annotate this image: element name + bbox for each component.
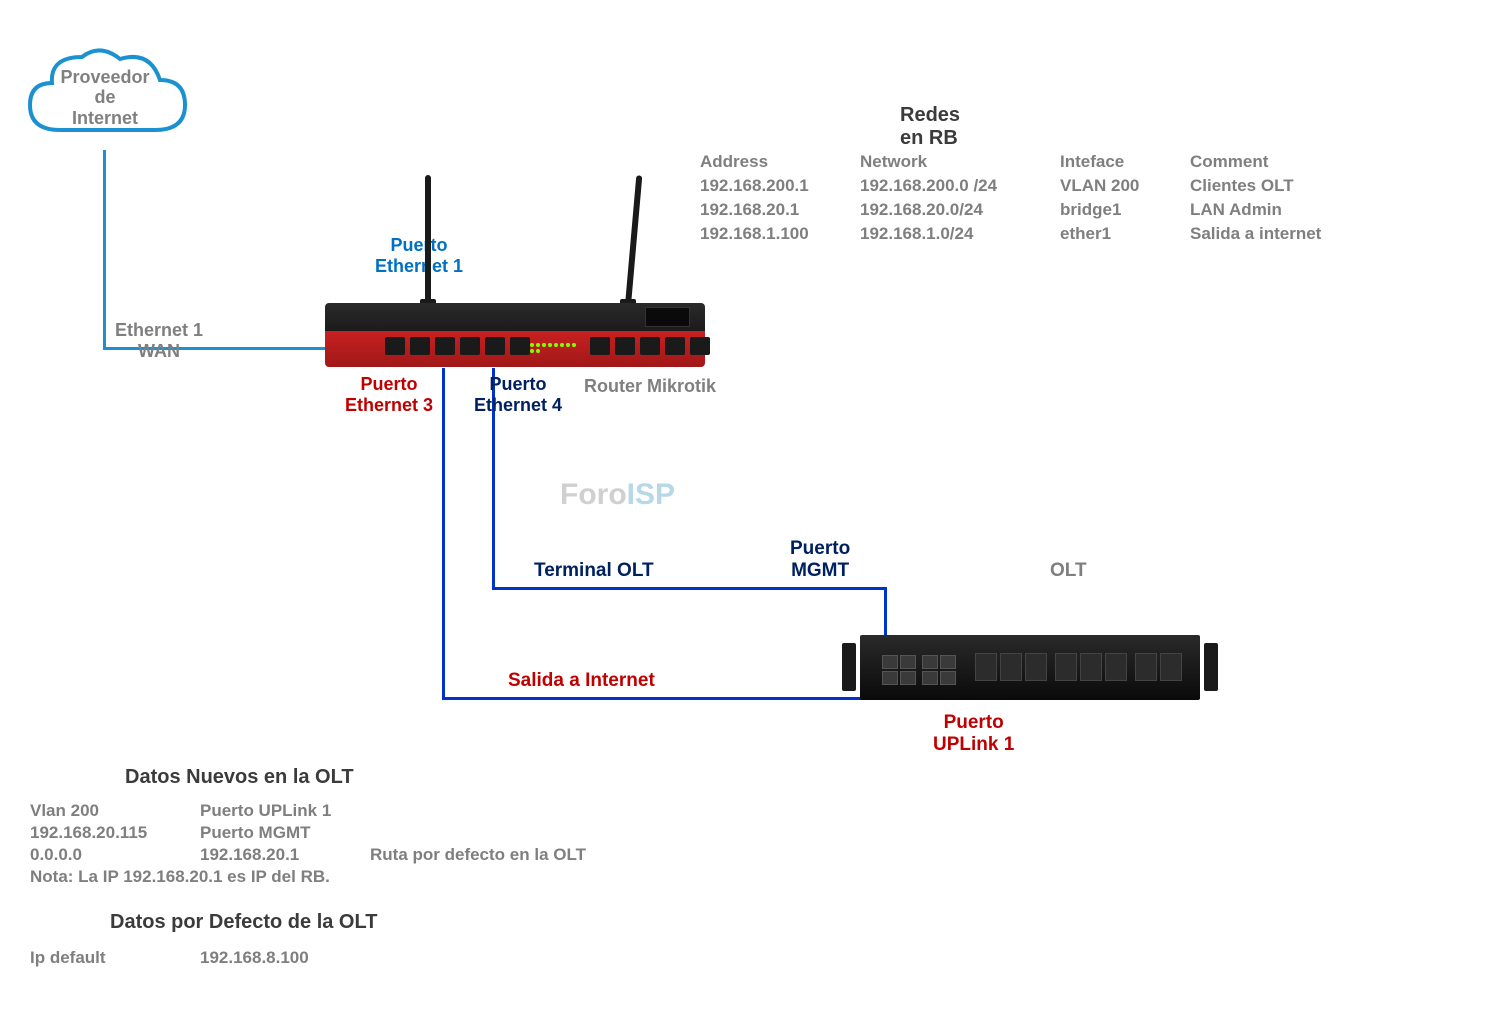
salida-internet-label: Salida a Internet: [508, 670, 655, 692]
olt-cell: 192.168.8.100: [200, 948, 586, 968]
line-segment: [442, 697, 930, 700]
cloud-label: Proveedor de Internet: [60, 67, 149, 129]
olt-sfp-port: [975, 653, 997, 681]
network-table-grid: AddressNetworkIntefaceComment 192.168.200…: [700, 152, 1370, 244]
terminal-olt-label: Terminal OLT: [534, 560, 654, 582]
olt-sfp-port: [1135, 653, 1157, 681]
cloud-isp: Proveedor de Internet: [20, 45, 190, 155]
network-table-title: Redes en RB: [900, 104, 960, 150]
ethernet-port: [665, 337, 685, 355]
olt-cell: 192.168.20.115: [30, 823, 200, 843]
puerto-ethernet1-label: Puerto Ethernet 1: [375, 235, 463, 277]
puerto-ethernet3-label: Puerto Ethernet 3: [345, 374, 433, 416]
ethernet-port: [485, 337, 505, 355]
olt-rj-port: [922, 671, 938, 685]
olt-cell: Puerto UPLink 1: [200, 801, 370, 821]
olt-rj-port: [882, 671, 898, 685]
router-screen: [645, 307, 690, 327]
table-cell: Salida a internet: [1190, 224, 1370, 244]
olt-cell: Ip default: [30, 948, 200, 968]
olt-rj-port: [940, 655, 956, 669]
olt-rj-port: [922, 655, 938, 669]
watermark-part2: ISP: [627, 478, 675, 511]
olt-cell: 0.0.0.0: [30, 845, 200, 865]
router-device: [325, 285, 705, 367]
ethernet-port: [615, 337, 635, 355]
antenna-2: [625, 175, 642, 305]
ethernet-port: [640, 337, 660, 355]
olt-rj-port: [900, 671, 916, 685]
table-cell: VLAN 200: [1060, 176, 1190, 196]
table-cell: 192.168.20.1: [700, 200, 860, 220]
table-cell: 192.168.200.1: [700, 176, 860, 196]
led-block: [530, 337, 580, 359]
puerto-ethernet4-label: Puerto Ethernet 4: [474, 374, 562, 416]
ethernet-port: [435, 337, 455, 355]
puerto-mgmt-label: Puerto MGMT: [790, 538, 850, 582]
watermark-part1: Foro: [560, 478, 627, 511]
ethernet-port: [460, 337, 480, 355]
olt-cell: [370, 801, 586, 821]
olt-sfp-port: [1105, 653, 1127, 681]
antenna-1: [425, 175, 431, 305]
table-header: Comment: [1190, 152, 1370, 172]
table-cell: 192.168.20.0/24: [860, 200, 1060, 220]
table-cell: LAN Admin: [1190, 200, 1370, 220]
table-cell: 192.168.1.100: [700, 224, 860, 244]
ethernet-port: [690, 337, 710, 355]
table-cell: Clientes OLT: [1190, 176, 1370, 196]
puerto-uplink1-label: Puerto UPLink 1: [933, 712, 1014, 756]
ethernet-port: [510, 337, 530, 355]
olt-data-new-grid: Vlan 200Puerto UPLink 1192.168.20.115Pue…: [30, 801, 586, 865]
olt-data-default-grid: Ip default192.168.8.100: [30, 948, 586, 968]
olt-rj-port: [882, 655, 898, 669]
olt-rj-port: [900, 655, 916, 669]
table-cell: 192.168.200.0 /24: [860, 176, 1060, 196]
olt-data-new-title: Datos Nuevos en la OLT: [125, 766, 586, 789]
olt-cell: [370, 823, 586, 843]
table-header: Network: [860, 152, 1060, 172]
olt-device: [860, 635, 1200, 700]
ethernet-port: [590, 337, 610, 355]
olt-sfp-port: [1080, 653, 1102, 681]
line-segment: [492, 587, 887, 590]
olt-sfp-port: [1055, 653, 1077, 681]
ethernet1-wan-label: Ethernet 1 WAN: [115, 320, 203, 362]
line-segment: [442, 368, 445, 700]
olt-rj-port: [940, 671, 956, 685]
olt-cell: Vlan 200: [30, 801, 200, 821]
router-mikrotik-label: Router Mikrotik: [584, 376, 716, 397]
line-segment: [103, 150, 106, 350]
olt-sfp-port: [1025, 653, 1047, 681]
olt-data-note: Nota: La IP 192.168.20.1 es IP del RB.: [30, 867, 586, 887]
olt-data-section: Datos Nuevos en la OLT Vlan 200Puerto UP…: [30, 766, 586, 968]
olt-cell: 192.168.20.1: [200, 845, 370, 865]
table-cell: ether1: [1060, 224, 1190, 244]
table-header: Address: [700, 152, 860, 172]
ethernet-port: [385, 337, 405, 355]
ethernet-port: [410, 337, 430, 355]
table-cell: bridge1: [1060, 200, 1190, 220]
watermark: ForoISP: [560, 478, 675, 512]
olt-data-default-title: Datos por Defecto de la OLT: [110, 911, 586, 934]
table-header: Inteface: [1060, 152, 1190, 172]
olt-cell: Ruta por defecto en la OLT: [370, 845, 586, 865]
table-cell: 192.168.1.0/24: [860, 224, 1060, 244]
olt-cell: Puerto MGMT: [200, 823, 370, 843]
olt-sfp-port: [1000, 653, 1022, 681]
olt-sfp-port: [1160, 653, 1182, 681]
olt-label: OLT: [1050, 560, 1087, 582]
